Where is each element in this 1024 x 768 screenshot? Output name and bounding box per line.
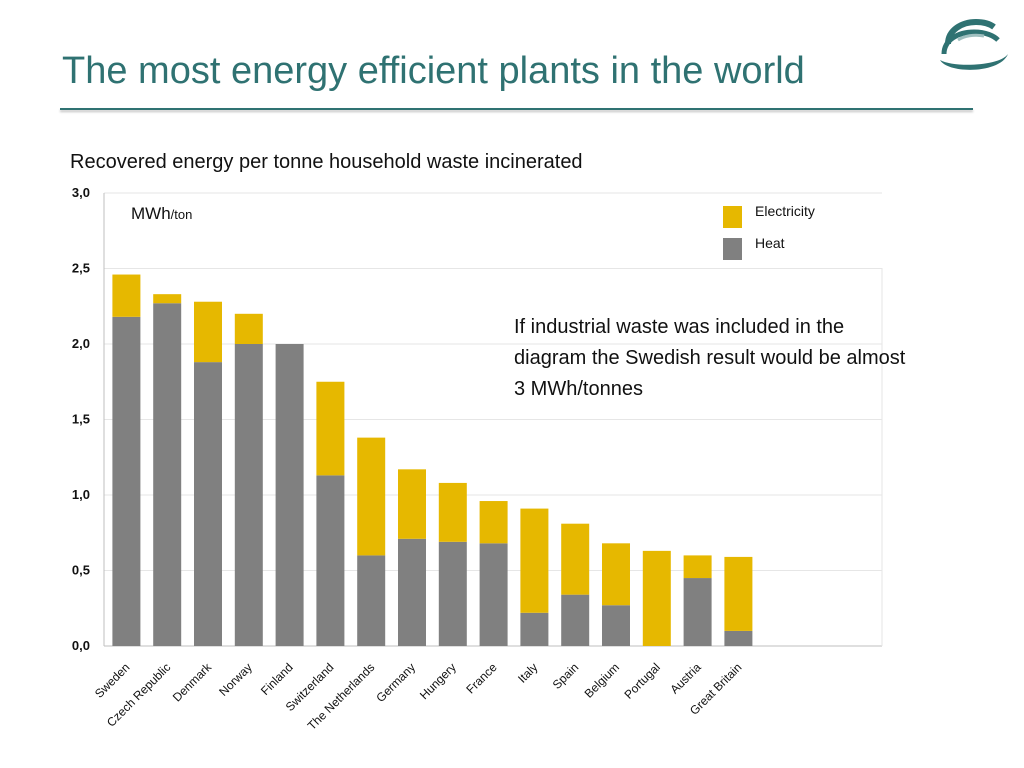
bar-electricity [724, 556, 753, 631]
title-divider [60, 108, 973, 110]
bar-heat [153, 303, 182, 646]
x-tick-label: Italy [515, 660, 540, 685]
bar-heat [398, 538, 426, 646]
legend-swatch [723, 206, 742, 228]
bar-electricity [520, 508, 549, 613]
legend-swatch [723, 238, 742, 260]
legend-label: Electricity [755, 203, 815, 219]
x-tick-label: Austria [667, 660, 704, 697]
bar-heat [520, 612, 549, 646]
y-tick-label: 1,0 [72, 487, 90, 502]
bar-electricity [194, 301, 222, 363]
bar-electricity [602, 543, 630, 606]
bar-heat [316, 475, 345, 646]
x-tick-label: Germany [373, 660, 418, 705]
y-tick-label: 0,0 [72, 638, 90, 653]
y-tick-label: 2,5 [72, 261, 90, 276]
bar-electricity [479, 501, 508, 544]
y-tick-label: 1,5 [72, 412, 90, 427]
unit-sub: /ton [170, 207, 193, 222]
slide-title: The most energy efficient plants in the … [62, 50, 805, 92]
bar-heat [683, 578, 712, 646]
bar-heat [479, 543, 508, 646]
bar-heat [561, 594, 590, 646]
unit-main: MWh [131, 204, 171, 223]
x-tick-label: Denmark [170, 660, 215, 705]
bar-electricity [642, 550, 671, 646]
bar-electricity [357, 437, 386, 556]
x-tick-label: Norway [216, 660, 255, 699]
x-tick-label: Hungery [417, 660, 459, 702]
bar-heat [112, 316, 141, 646]
bar-electricity [234, 313, 263, 344]
bar-heat [194, 362, 222, 646]
bar-electricity [438, 482, 467, 542]
company-logo-icon [940, 18, 1008, 70]
bar-heat [234, 344, 263, 646]
y-tick-label: 3,0 [72, 185, 90, 200]
unit-label: MWh/ton [131, 204, 192, 224]
bar-electricity [683, 555, 712, 579]
bar-heat [602, 605, 630, 646]
x-tick-label: Sweden [92, 660, 133, 701]
bar-electricity [398, 469, 426, 539]
y-tick-label: 2,0 [72, 336, 90, 351]
x-tick-label: Spain [550, 660, 582, 692]
annotation-note: If industrial waste was included in the … [514, 316, 906, 400]
x-tick-label: France [463, 660, 500, 697]
y-tick-label: 0,5 [72, 563, 90, 578]
bar-electricity [153, 294, 182, 304]
x-tick-label: Finland [258, 660, 296, 698]
bar-heat [438, 541, 467, 646]
bar-electricity [112, 274, 141, 317]
bar-heat [275, 344, 304, 646]
bar-electricity [561, 523, 590, 595]
x-tick-label: Portugal [621, 660, 663, 702]
x-tick-label: Belgium [582, 660, 623, 701]
bar-heat [357, 555, 386, 646]
bar-electricity [316, 381, 345, 476]
bar-heat [724, 630, 753, 646]
legend-label: Heat [755, 235, 785, 251]
chart-subtitle: Recovered energy per tonne household was… [70, 151, 583, 173]
